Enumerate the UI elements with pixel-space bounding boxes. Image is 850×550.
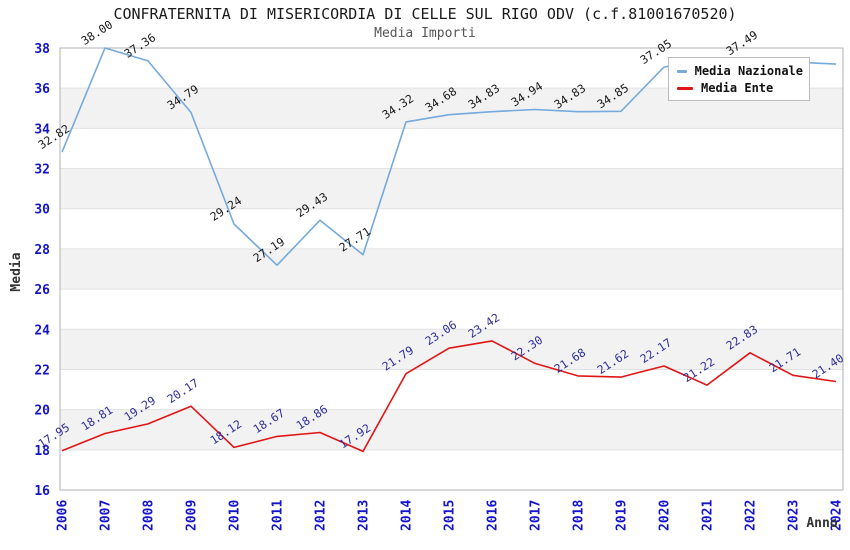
- grid-band: [60, 248, 843, 290]
- legend: Media Nazionale Media Ente: [668, 57, 810, 101]
- x-tick-label: 2007: [99, 500, 114, 531]
- x-tick-label: 2020: [658, 500, 673, 531]
- x-tick-label: 2010: [228, 500, 243, 531]
- axis-title-anno: Anno: [806, 516, 837, 531]
- x-tick-label: 2023: [787, 500, 802, 531]
- axis-title-media: Media: [9, 252, 24, 291]
- x-tick-label: 2008: [142, 500, 157, 531]
- legend-item-media-nazionale: Media Nazionale: [675, 63, 803, 79]
- media-nazionale-line-icon: [677, 69, 687, 73]
- y-tick-label: 30: [34, 203, 50, 218]
- y-tick-label: 16: [34, 484, 50, 499]
- y-tick-label: 34: [34, 122, 50, 137]
- legend-label-media-ente: Media Ente: [701, 81, 774, 95]
- x-tick-label: 2024: [830, 500, 845, 531]
- plot-border: [59, 47, 844, 491]
- y-tick-label: 38: [34, 42, 50, 57]
- y-tick-label: 36: [34, 82, 50, 97]
- media-ente-line-icon: [677, 86, 693, 90]
- x-tick-label: 2006: [56, 500, 71, 531]
- grid-band: [60, 329, 843, 370]
- grid-band: [60, 409, 843, 450]
- x-tick-label: 2015: [443, 500, 458, 531]
- y-tick-label: 24: [34, 323, 50, 338]
- y-tick-label: 28: [34, 243, 50, 258]
- x-tick-label: 2014: [400, 500, 415, 531]
- y-tick-label: 32: [34, 163, 50, 178]
- point-label: 20.17: [164, 376, 201, 407]
- legend-item-media-ente: Media Ente: [675, 80, 803, 96]
- x-tick-label: 2011: [271, 500, 286, 531]
- x-tick-label: 2021: [701, 500, 716, 531]
- x-tick-label: 2019: [615, 500, 630, 531]
- grid-band: [60, 168, 843, 209]
- x-tick-label: 2022: [744, 500, 759, 531]
- x-tick-label: 2013: [357, 500, 372, 531]
- y-tick-label: 26: [34, 283, 50, 298]
- legend-label-media-nazionale: Media Nazionale: [694, 64, 803, 78]
- x-tick-label: 2017: [529, 500, 544, 531]
- x-tick-label: 2016: [486, 500, 501, 531]
- y-tick-label: 22: [34, 363, 50, 378]
- chart-title: CONFRATERNITA DI MISERICORDIA DI CELLE S…: [113, 5, 737, 23]
- series-line-media-ente: [61, 340, 837, 453]
- y-tick-label: 18: [34, 444, 50, 459]
- y-tick-label: 20: [34, 404, 50, 419]
- x-tick-label: 2009: [185, 500, 200, 531]
- chart-subtitle: Media Importi: [374, 26, 476, 41]
- x-tick-label: 2012: [314, 500, 329, 531]
- x-tick-label: 2018: [572, 500, 587, 531]
